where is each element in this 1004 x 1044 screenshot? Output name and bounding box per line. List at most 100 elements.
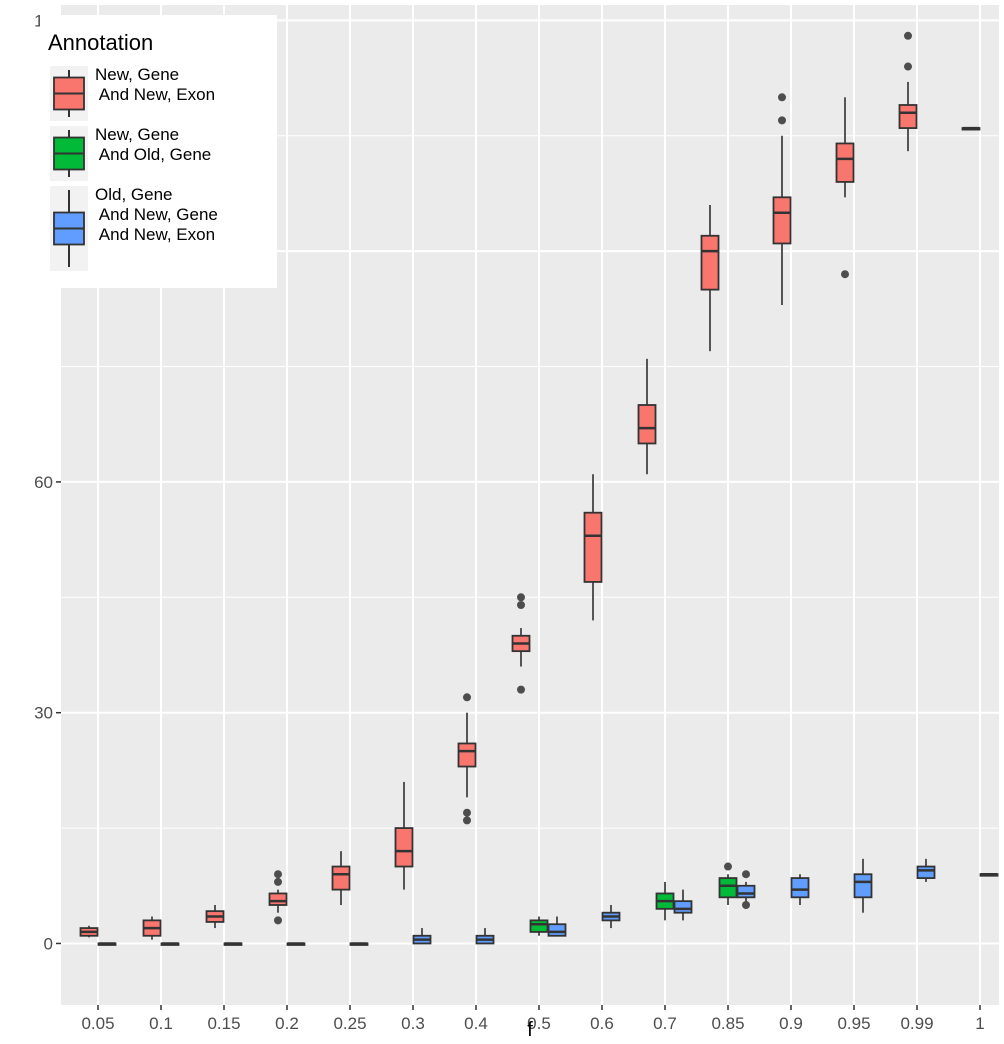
box-iqr [331,865,351,891]
x-tick-label: 0.4 [464,1014,488,1033]
box-1-group-0 [961,126,981,131]
y-tick-label: 60 [34,473,53,492]
box-0.5-group-0 [511,593,531,694]
x-tick-label: 1 [975,1014,984,1033]
x-tick-label: 0.3 [401,1014,425,1033]
box-iqr [268,892,288,906]
box-0.9-group-2 [790,874,810,905]
legend-label-line: And Old, Gene [95,145,211,164]
x-tick-label: 0.7 [653,1014,677,1033]
box-0.15-group-0 [205,905,225,929]
box-0.85-group-0 [700,205,720,352]
outlier-point [463,808,471,817]
x-tick-label: 0.1 [149,1014,173,1033]
x-tick-label: 0.9 [779,1014,803,1033]
box-0.3-group-2 [412,928,432,945]
outlier-point [274,877,282,886]
box-iqr [583,511,603,583]
outlier-point [517,685,525,694]
box-iqr [853,873,873,899]
box-0.1-group-2 [160,942,180,946]
box-iqr [457,742,477,768]
x-tick-label: 0.95 [837,1014,870,1033]
box-0.05-group-2 [97,942,117,946]
box-0.95-group-2 [853,858,873,913]
box-iqr [736,884,756,899]
box-0.6-group-2 [601,905,621,929]
box-iqr [637,404,657,445]
x-tick-label: 0.25 [333,1014,366,1033]
legend-label-line: And New, Gene [95,205,218,224]
outlier-point [724,862,732,871]
box-iqr [700,234,720,291]
box-0.1-group-0 [142,916,162,940]
gridlines [61,5,999,1005]
outlier-point [904,62,912,71]
legend-label-line: New, Gene [95,65,179,84]
box-0.85-group-2 [736,870,756,909]
outlier-point [517,593,525,602]
outlier-point [463,693,471,702]
box-iqr [835,142,855,183]
box-0.6-group-0 [583,474,603,621]
box-iqr [547,923,567,937]
legend-label-line: And New, Exon [95,85,215,104]
box-iqr [772,196,792,245]
legend-entry: New, Gene And New, Exon [50,65,215,121]
x-tick-label: 0.99 [900,1014,933,1033]
legend-label-line: New, Gene [95,125,179,144]
outlier-point [742,901,750,909]
box-iqr [916,865,936,879]
box-0.2-group-0 [268,870,288,925]
box-0.2-group-2 [286,942,306,946]
box-0.95-group-0 [835,97,855,279]
box-0.99-group-2 [916,858,936,882]
box-iqr [718,877,738,899]
outlier-point [841,270,849,279]
box-0.7-group-1 [655,881,675,921]
x-tick-label: 0.05 [81,1014,114,1033]
box-0.5-group-1 [529,916,549,936]
x-tick-label: 0.6 [590,1014,614,1033]
outlier-point [742,870,750,879]
legend-entry: New, Gene And Old, Gene [50,125,211,181]
box-0.3-group-0 [394,781,414,890]
box-0.4-group-2 [475,928,495,945]
box-iqr [673,900,693,914]
box-0.85-group-1 [718,862,738,905]
outlier-point [778,116,786,125]
outlier-point [274,870,282,879]
boxes-layer [79,31,999,946]
x-tick-label: 0.15 [207,1014,240,1033]
outlier-point [517,601,525,609]
box-0.05-group-0 [79,925,99,938]
box-0.9-group-0 [772,93,792,305]
x-tick-label: 0.85 [711,1014,744,1033]
box-0.25-group-0 [331,851,351,905]
outlier-point [778,93,786,102]
box-iqr [898,104,918,129]
box-0.15-group-2 [223,942,243,946]
box-iqr [394,827,414,868]
box-0.99-group-0 [898,31,918,152]
legend-entry: Old, Gene And New, Gene And New, Exon [50,185,218,271]
outlier-point [904,31,912,40]
legend-label-line: Old, Gene [95,185,173,204]
box-0.7-group-0 [637,358,657,475]
box-0.5-group-2 [547,916,567,937]
x-axis-title: f [527,1019,533,1041]
box-1-group-2 [979,872,999,877]
x-tick-label: 0.2 [275,1014,299,1033]
box-0.7-group-2 [673,889,693,921]
y-tick-label: 0 [44,934,53,953]
box-0.4-group-0 [457,693,477,825]
box-0.25-group-2 [349,942,369,946]
y-tick-label: 30 [34,704,53,723]
box-iqr [790,877,810,899]
legend-title: Annotation [48,30,153,55]
x-axis: 0.05 0.1 0.15 0.2 0.25 0.3 0.4 0.5 0.6 0.7 0.85 0.9… [81,1005,985,1033]
box-iqr [529,919,549,933]
x-tick-label: 0.5 [527,1014,551,1033]
